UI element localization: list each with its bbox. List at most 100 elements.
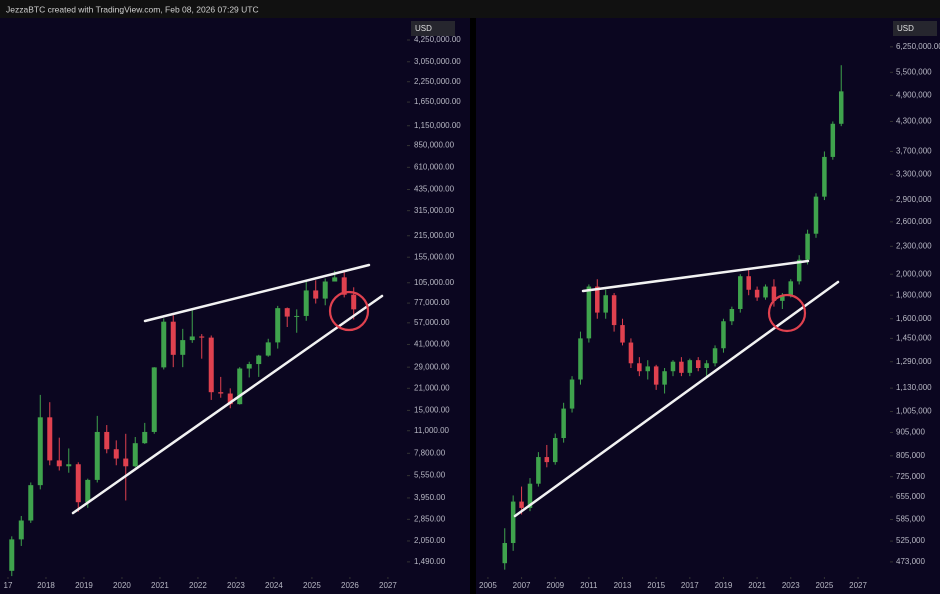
y-tick-label: 105,000.00 — [414, 278, 455, 287]
candle-body — [805, 233, 810, 260]
candle-body — [123, 458, 129, 467]
candle-body — [679, 361, 684, 373]
candle-body — [578, 338, 583, 380]
y-tick-label: 215,000.00 — [414, 231, 455, 240]
x-tick-label: 2020 — [113, 581, 131, 590]
candle-body — [746, 276, 751, 290]
candle-body — [218, 392, 224, 394]
y-tick-label: 1,150,000.00 — [414, 121, 461, 130]
x-tick-label: 2009 — [546, 581, 564, 590]
candle-body — [561, 408, 566, 439]
y-tick-label: 905,000 — [896, 428, 925, 437]
x-tick-label: 2021 — [748, 581, 766, 590]
x-tick-label: 2023 — [227, 581, 245, 590]
y-tick-label: 7,800.00 — [414, 448, 446, 457]
candle-body — [351, 294, 357, 310]
y-tick-label: 1,290,000 — [896, 357, 932, 366]
candle-body — [788, 281, 794, 296]
candle-body — [151, 367, 157, 432]
y-tick-label: 610,000.00 — [414, 162, 455, 171]
candle-body — [721, 321, 726, 349]
candle-body — [611, 295, 617, 326]
candle-body — [142, 431, 148, 444]
y-tick-label: 5,550.00 — [414, 471, 446, 480]
y-tick-label: 4,900,000 — [896, 91, 932, 100]
candle-body — [341, 277, 347, 295]
candle-body — [586, 286, 592, 339]
y-tick-label: 29,000.00 — [414, 362, 450, 371]
candle-body — [754, 289, 760, 298]
y-tick-label: 2,900,000 — [896, 195, 932, 204]
candle-body — [189, 336, 195, 341]
candle-body — [704, 363, 709, 368]
y-tick-label: 77,000.00 — [414, 298, 450, 307]
candle-body — [653, 366, 659, 385]
y-tick-label: 2,000,000 — [896, 269, 932, 278]
y-tick-label: 2,050.00 — [414, 536, 446, 545]
y-tick-label: 1,130,000 — [896, 383, 932, 392]
candle-body — [75, 464, 81, 503]
candle-body — [763, 286, 768, 298]
candle-body — [313, 290, 319, 299]
y-tick-label: 1,450,000 — [896, 333, 932, 342]
candle-body — [199, 336, 205, 338]
candle-body — [838, 91, 844, 124]
trendline — [513, 280, 840, 518]
candle-body — [47, 417, 53, 461]
x-tick-label: 2024 — [265, 581, 283, 590]
candle-body — [595, 286, 600, 313]
y-tick-label: 3,950.00 — [414, 493, 446, 502]
x-tick-label: 2013 — [614, 581, 632, 590]
y-tick-label: 21,000.00 — [414, 383, 450, 392]
candle-body — [544, 457, 550, 463]
x-tick-label: 2026 — [341, 581, 359, 590]
trendline — [581, 259, 810, 293]
y-tick-label: 2,250,000.00 — [414, 77, 461, 86]
y-tick-label: 155,000.00 — [414, 252, 455, 261]
candle-body — [569, 379, 575, 409]
y-tick-label: 2,600,000 — [896, 217, 932, 226]
y-tick-label: 525,000 — [896, 536, 925, 545]
y-axis-label: USD — [415, 24, 432, 33]
y-tick-label: 15,000.00 — [414, 406, 450, 415]
trendline — [143, 263, 371, 323]
candle-body — [161, 321, 167, 368]
x-tick-label: 2023 — [782, 581, 800, 590]
candle-body — [687, 360, 693, 373]
x-tick-label: 17 — [4, 581, 13, 590]
candle-body — [695, 360, 701, 368]
candle-body — [113, 449, 119, 459]
candle-body — [662, 371, 667, 385]
candle-body — [180, 340, 186, 355]
x-tick-label: 2027 — [849, 581, 867, 590]
candle-body — [104, 431, 110, 450]
candle-body — [603, 295, 608, 313]
y-tick-label: 725,000 — [896, 472, 925, 481]
candle-body — [813, 196, 819, 234]
y-axis-label: USD — [897, 24, 914, 33]
y-tick-label: 805,000 — [896, 451, 925, 460]
candle-body — [780, 295, 785, 301]
header-text: JezzaBTC created with TradingView.com, F… — [6, 4, 259, 14]
candle-body — [738, 276, 743, 310]
trendline — [71, 294, 384, 515]
drawings — [71, 259, 840, 518]
x-tick-label: 2019 — [75, 581, 93, 590]
candle-body — [18, 520, 24, 540]
x-tick-label: 2011 — [580, 581, 598, 590]
y-tick-label: 3,300,000 — [896, 169, 932, 178]
candle-body — [620, 325, 625, 343]
x-tick-label: 2022 — [189, 581, 207, 590]
y-tick-label: 5,500,000 — [896, 67, 932, 76]
candle-body — [275, 308, 281, 343]
candle-body — [227, 393, 233, 405]
x-tick-label: 2015 — [647, 581, 665, 590]
candle-body — [645, 366, 651, 372]
left-chart: USD 4,250,000.00 3,050,000.00 2,250,000.00 1… — [4, 21, 461, 590]
y-tick-label: 1,490.00 — [414, 557, 446, 566]
x-tick-label: 2005 — [479, 581, 497, 590]
y-tick-label: 1,800,000 — [896, 290, 932, 299]
y-tick-label: 473,000 — [896, 557, 925, 566]
